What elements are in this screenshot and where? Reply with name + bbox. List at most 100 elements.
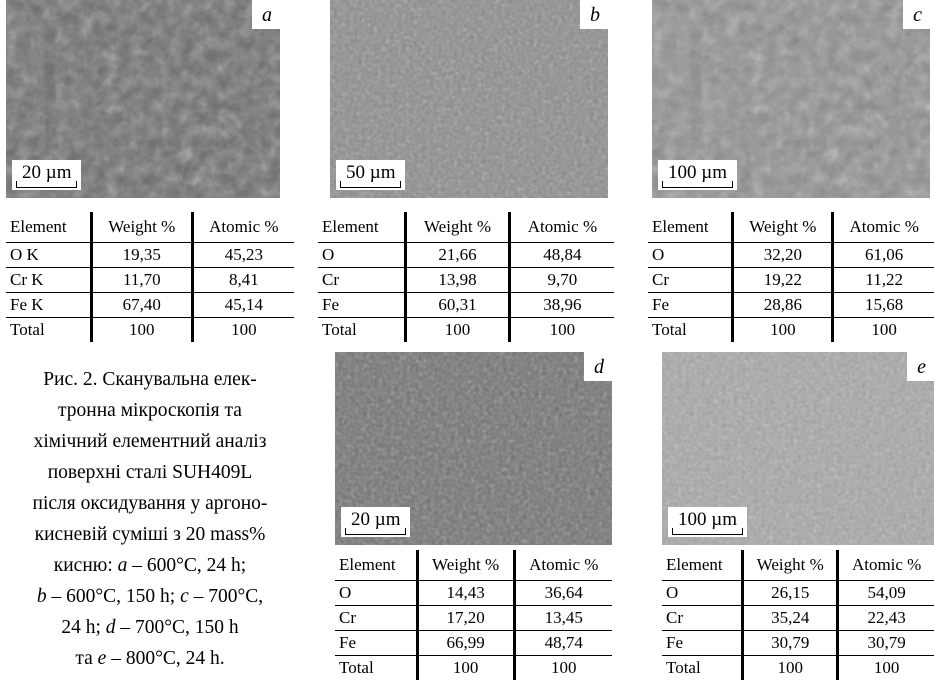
header-cell: Element xyxy=(318,212,406,243)
table-cell: Cr xyxy=(318,268,406,293)
table-cell: O xyxy=(335,581,417,606)
table-cell: O K xyxy=(6,243,91,268)
caption-line: Рис. 2. Сканувальна елек- xyxy=(0,364,360,395)
scale-line xyxy=(340,181,401,188)
table-cell: 19,35 xyxy=(91,243,192,268)
scale-bar: 50 µm xyxy=(336,160,405,190)
table-cell: 26,15 xyxy=(743,581,838,606)
table-cell: 48,74 xyxy=(514,631,612,656)
scale-bar: 20 µm xyxy=(341,507,410,537)
header-cell: Atomic % xyxy=(509,212,614,243)
caption-text: b xyxy=(37,586,47,607)
table-cell: O xyxy=(318,243,406,268)
caption-text: поверхні сталі SUH409L xyxy=(48,462,253,483)
table-cell: Total xyxy=(6,318,91,343)
scale-line xyxy=(16,181,77,188)
table-header: ElementWeight %Atomic % xyxy=(648,212,934,243)
table-cell: 13,45 xyxy=(514,606,612,631)
table-cell: 21,66 xyxy=(406,243,510,268)
table-cell: 67,40 xyxy=(91,293,192,318)
table-cell: 100 xyxy=(192,318,294,343)
table-cell: 100 xyxy=(417,656,514,681)
table-cell: 100 xyxy=(91,318,192,343)
table-header: ElementWeight %Atomic % xyxy=(6,212,294,243)
table-cell: Total xyxy=(318,318,406,343)
panel-label: d xyxy=(584,352,612,381)
header-cell: Weight % xyxy=(733,212,833,243)
caption-line: після оксидування у аргоно- xyxy=(0,488,360,519)
table-cell: 8,41 xyxy=(192,268,294,293)
caption-line: та e – 800°C, 24 h. xyxy=(0,643,360,674)
table-cell: 38,96 xyxy=(509,293,614,318)
table-cell: Fe xyxy=(648,293,733,318)
header-cell: Atomic % xyxy=(514,550,612,581)
panel-label: e xyxy=(907,352,934,381)
scale-text: 100 µm xyxy=(668,162,727,183)
caption-text: – 700°C, xyxy=(189,586,263,607)
header-cell: Element xyxy=(662,550,743,581)
caption-line: хімічний елементний аналіз xyxy=(0,426,360,457)
header-cell: Atomic % xyxy=(838,550,934,581)
table-cell: Total xyxy=(662,656,743,681)
table-cell: 28,86 xyxy=(733,293,833,318)
header-cell: Element xyxy=(6,212,91,243)
caption-text: 24 h; xyxy=(61,617,105,638)
header-cell: Element xyxy=(335,550,417,581)
table-cell: 61,06 xyxy=(833,243,934,268)
page: Рис. 2. Сканувальна елек-тронна мікроско… xyxy=(0,0,934,682)
table-cell: 17,20 xyxy=(417,606,514,631)
caption-text: хімічний елементний аналіз xyxy=(34,431,267,452)
micrograph: c 100 µm xyxy=(652,0,930,198)
table-cell: Total xyxy=(335,656,417,681)
table-cell: 48,84 xyxy=(509,243,614,268)
table-cell: 60,31 xyxy=(406,293,510,318)
table-cell: 45,23 xyxy=(192,243,294,268)
scale-text: 100 µm xyxy=(678,509,737,530)
scale-bar: 20 µm xyxy=(12,160,81,190)
scale-text: 50 µm xyxy=(346,162,395,183)
scale-line xyxy=(672,528,743,535)
table-cell: 100 xyxy=(514,656,612,681)
table-row: Fe K67,4045,14 xyxy=(6,293,294,318)
table-row: Cr19,2211,22 xyxy=(648,268,934,293)
header-cell: Weight % xyxy=(406,212,510,243)
header-cell: Weight % xyxy=(417,550,514,581)
caption-text: c xyxy=(180,586,189,607)
table-row: O32,2061,06 xyxy=(648,243,934,268)
table-row: Fe60,3138,96 xyxy=(318,293,614,318)
table-cell: 36,64 xyxy=(514,581,612,606)
caption: Рис. 2. Сканувальна елек-тронна мікроско… xyxy=(0,364,360,674)
table-cell: Fe xyxy=(662,631,743,656)
table-cell: 30,79 xyxy=(743,631,838,656)
caption-text: a xyxy=(118,555,128,576)
caption-text: – 700°C, 150 h xyxy=(115,617,238,638)
caption-text: тронна мікроскопія та xyxy=(58,400,242,421)
table-cell: 66,99 xyxy=(417,631,514,656)
caption-text: кисню: xyxy=(54,555,118,576)
panel-label: b xyxy=(580,0,608,29)
table-row: O K19,3545,23 xyxy=(6,243,294,268)
table-row: Cr K11,708,41 xyxy=(6,268,294,293)
scale-line xyxy=(345,528,406,535)
micrograph: d 20 µm xyxy=(335,352,612,545)
table-cell: 15,68 xyxy=(833,293,934,318)
table-cell: Cr xyxy=(662,606,743,631)
table-cell: 100 xyxy=(838,656,934,681)
caption-line: 24 h; d – 700°C, 150 h xyxy=(0,612,360,643)
table-row: Total100100 xyxy=(648,318,934,343)
panel-label: c xyxy=(903,0,930,29)
table-cell: 14,43 xyxy=(417,581,514,606)
caption-text: кисневій суміші з 20 mass% xyxy=(35,524,266,545)
